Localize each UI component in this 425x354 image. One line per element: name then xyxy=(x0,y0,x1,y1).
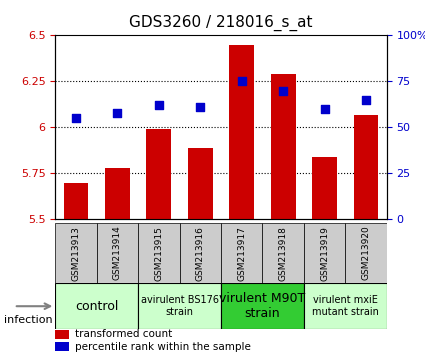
Text: GSM213913: GSM213913 xyxy=(71,225,80,281)
Text: GSM213918: GSM213918 xyxy=(279,225,288,281)
Bar xyxy=(63,183,88,219)
Bar xyxy=(188,148,212,219)
Bar xyxy=(146,129,171,219)
FancyBboxPatch shape xyxy=(55,283,138,329)
FancyBboxPatch shape xyxy=(262,223,304,283)
Text: virulent mxiE
mutant strain: virulent mxiE mutant strain xyxy=(312,295,379,317)
Point xyxy=(156,103,162,108)
Text: GSM213915: GSM213915 xyxy=(154,225,163,281)
FancyBboxPatch shape xyxy=(179,223,221,283)
Text: infection: infection xyxy=(4,315,53,325)
Point xyxy=(197,104,204,110)
FancyBboxPatch shape xyxy=(138,223,179,283)
Title: GDS3260 / 218016_s_at: GDS3260 / 218016_s_at xyxy=(129,15,313,31)
Text: percentile rank within the sample: percentile rank within the sample xyxy=(75,342,251,352)
Bar xyxy=(271,74,295,219)
Bar xyxy=(55,342,68,351)
FancyBboxPatch shape xyxy=(221,223,262,283)
FancyBboxPatch shape xyxy=(138,283,221,329)
Bar xyxy=(354,115,378,219)
Text: GSM213917: GSM213917 xyxy=(237,225,246,281)
FancyBboxPatch shape xyxy=(304,223,345,283)
Point xyxy=(321,106,328,112)
Text: GSM213920: GSM213920 xyxy=(362,226,371,280)
Text: transformed count: transformed count xyxy=(75,329,173,339)
Text: GSM213914: GSM213914 xyxy=(113,226,122,280)
Point xyxy=(280,88,286,93)
Point xyxy=(238,79,245,84)
Text: GSM213919: GSM213919 xyxy=(320,225,329,281)
Bar xyxy=(312,157,337,219)
Bar xyxy=(55,330,68,338)
Text: avirulent BS176
strain: avirulent BS176 strain xyxy=(141,295,218,317)
Text: control: control xyxy=(75,300,119,313)
Point xyxy=(114,110,121,115)
Point xyxy=(73,115,79,121)
FancyBboxPatch shape xyxy=(304,283,387,329)
Text: virulent M90T
strain: virulent M90T strain xyxy=(219,292,306,320)
Bar xyxy=(229,45,254,219)
Text: GSM213916: GSM213916 xyxy=(196,225,205,281)
Point xyxy=(363,97,369,103)
FancyBboxPatch shape xyxy=(96,223,138,283)
Bar xyxy=(105,168,130,219)
FancyBboxPatch shape xyxy=(55,223,96,283)
FancyBboxPatch shape xyxy=(221,283,304,329)
FancyBboxPatch shape xyxy=(345,223,387,283)
